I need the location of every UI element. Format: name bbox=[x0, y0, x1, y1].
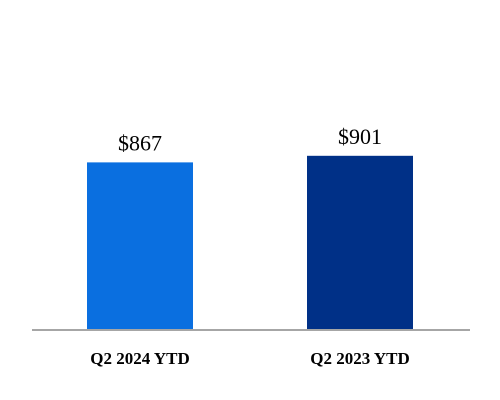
value-label-group: $867 $901 bbox=[118, 124, 382, 156]
bar-2 bbox=[307, 155, 413, 330]
bar-group bbox=[87, 155, 413, 330]
category-label-1: Q2 2024 YTD bbox=[90, 349, 190, 368]
value-label-1: $867 bbox=[118, 130, 162, 155]
bar-1 bbox=[87, 162, 193, 330]
category-label-2: Q2 2023 YTD bbox=[310, 349, 410, 368]
category-label-group: Q2 2024 YTD Q2 2023 YTD bbox=[90, 349, 410, 368]
value-label-2: $901 bbox=[338, 124, 382, 149]
